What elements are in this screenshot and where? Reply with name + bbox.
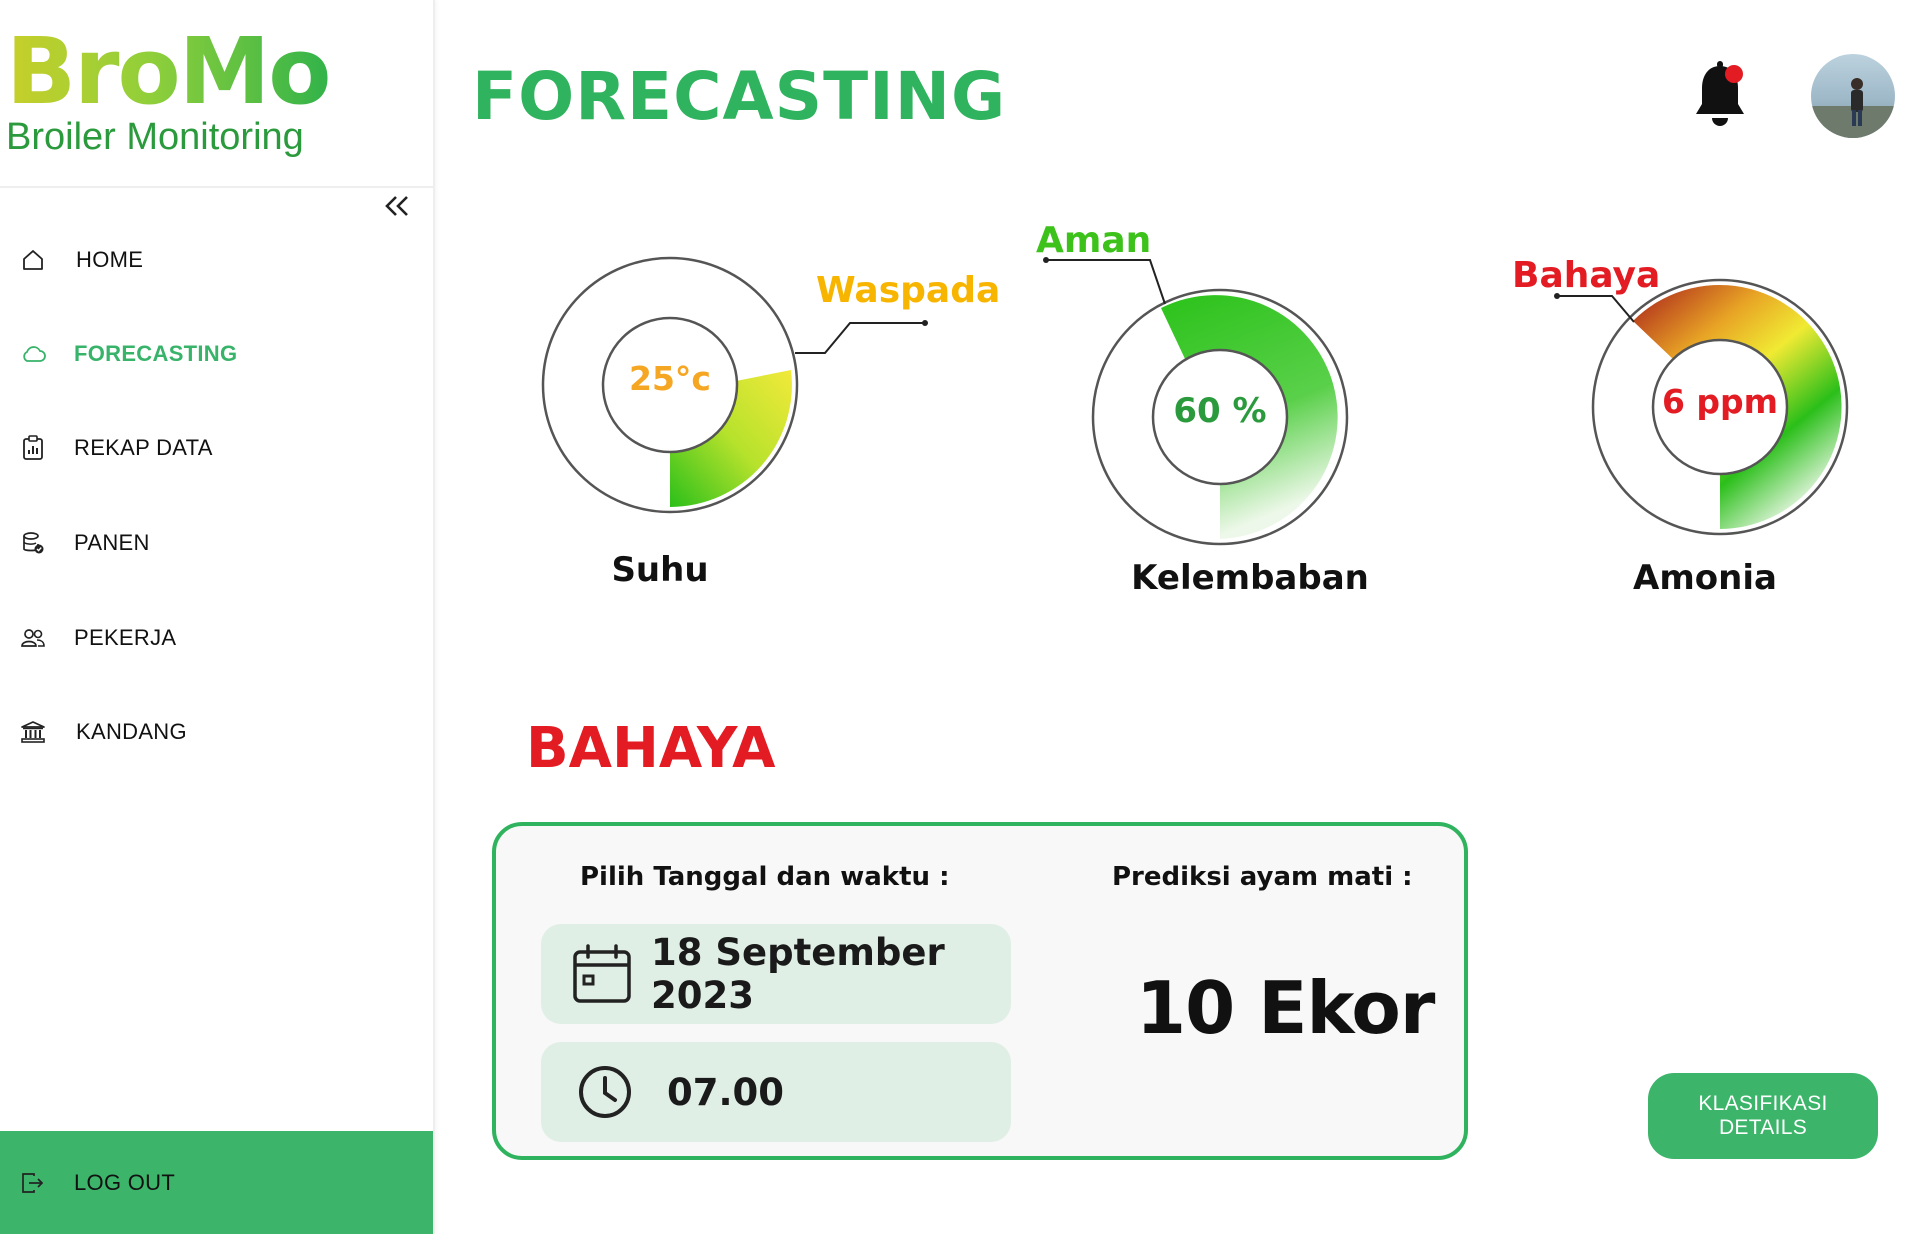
forecast-card: Pilih Tanggal dan waktu : 18 September 2… (492, 822, 1468, 1160)
amonia-status: Bahaya (1512, 255, 1661, 296)
kelembaban-callout-line (1043, 257, 1166, 305)
sidebar-item-kandang[interactable]: KANDANG (0, 702, 433, 762)
time-value: 07.00 (667, 1070, 785, 1114)
divider (0, 186, 433, 188)
collapse-sidebar-icon[interactable] (384, 190, 410, 227)
suhu-value: 25°c (629, 359, 711, 398)
kelembaban-status: Aman (1036, 220, 1152, 261)
date-time-heading: Pilih Tanggal dan waktu : (580, 862, 950, 892)
sidebar-item-home[interactable]: HOME (0, 230, 433, 290)
sidebar-item-label: FORECASTING (74, 341, 238, 366)
avatar[interactable] (1811, 54, 1895, 138)
cloud-icon (20, 341, 46, 367)
prediction-heading: Prediksi ayam mati : (1112, 862, 1413, 892)
users-icon (20, 625, 46, 651)
kelembaban-value: 60 % (1173, 391, 1267, 431)
sidebar-item-pekerja[interactable]: PEKERJA (0, 608, 433, 668)
sidebar-item-label: HOME (76, 247, 144, 272)
amonia-gauge (1591, 278, 1849, 536)
notification-bell-icon[interactable] (1692, 60, 1748, 130)
logo-subtitle: Broiler Monitoring (6, 116, 304, 158)
avatar-person-icon (1811, 78, 1895, 138)
page-title: FORECASTING (472, 58, 1007, 135)
calendar-icon (571, 943, 633, 1005)
clipboard-chart-icon (20, 435, 46, 461)
sidebar-item-rekap-data[interactable]: REKAP DATA (0, 418, 433, 478)
logo-title: BroMo (6, 18, 331, 125)
logout-icon (20, 1170, 46, 1196)
home-icon (20, 247, 46, 273)
bank-icon (20, 719, 46, 745)
sidebar-item-label: PANEN (74, 530, 150, 555)
amonia-callout-line (1554, 293, 1635, 323)
suhu-callout-line (795, 320, 928, 354)
amonia-value: 6 ppm (1661, 382, 1779, 421)
logout-button[interactable]: LOG OUT (0, 1131, 433, 1234)
overall-status: BAHAYA (526, 716, 776, 781)
suhu-label: Suhu (611, 550, 709, 590)
suhu-gauge (541, 256, 799, 514)
sidebar-item-label: PEKERJA (74, 625, 177, 650)
logo[interactable]: BroMo Broiler Monitoring (6, 18, 331, 159)
clock-icon (577, 1064, 633, 1120)
date-value: 18 September 2023 (651, 931, 945, 1017)
kelembaban-label: Kelembaban (1131, 558, 1369, 598)
date-picker[interactable]: 18 September 2023 (541, 924, 1011, 1024)
logout-label: LOG OUT (74, 1169, 176, 1195)
time-picker[interactable]: 07.00 (541, 1042, 1011, 1142)
kelembaban-gauge (1091, 288, 1349, 546)
prediction-value: 10 Ekor (1136, 966, 1435, 1050)
klasifikasi-details-button[interactable]: KLASIFIKASI DETAILS (1648, 1073, 1878, 1159)
sidebar: BroMo Broiler Monitoring HOME FORECASTIN… (0, 0, 435, 1234)
amonia-label: Amonia (1633, 558, 1777, 598)
sidebar-item-panen[interactable]: PANEN (0, 513, 433, 573)
suhu-status: Waspada (816, 270, 1001, 311)
database-check-icon (20, 530, 46, 556)
sidebar-item-forecasting[interactable]: FORECASTING (0, 324, 433, 384)
sidebar-item-label: REKAP DATA (74, 435, 213, 460)
sidebar-item-label: KANDANG (76, 719, 187, 744)
